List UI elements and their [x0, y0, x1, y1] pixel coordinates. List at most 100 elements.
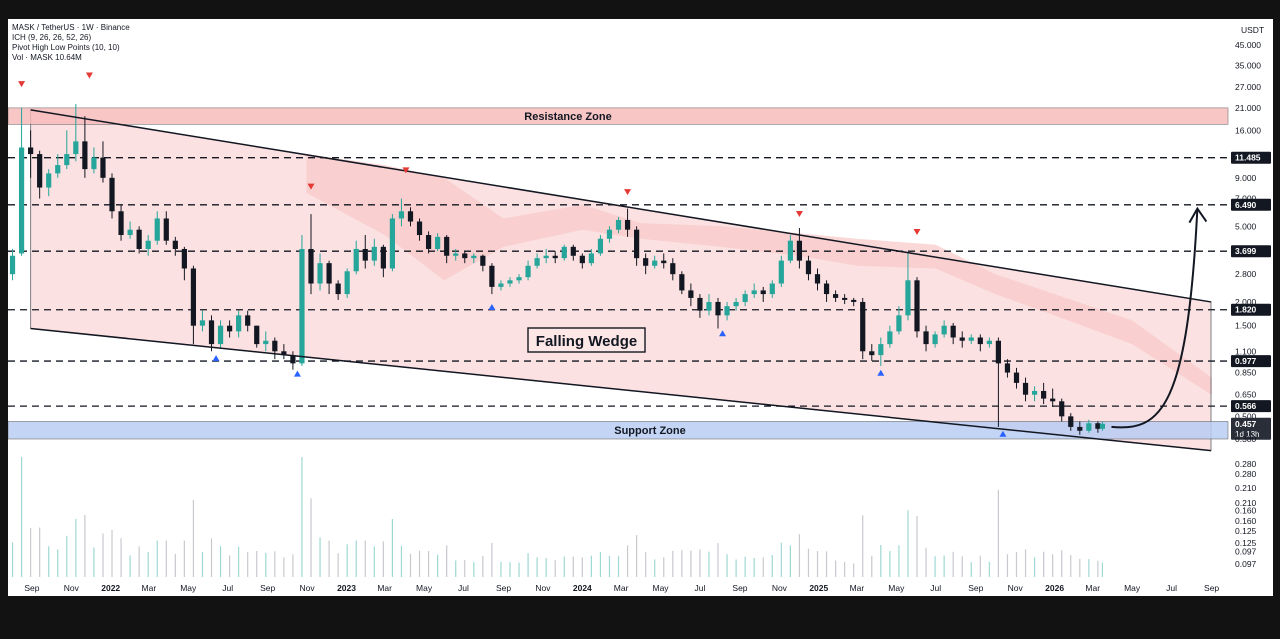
candle — [742, 290, 748, 307]
volume-bar — [1079, 558, 1081, 577]
candle — [1050, 388, 1056, 407]
candle-body — [272, 340, 278, 352]
price-chart[interactable]: Resistance Zone Support Zone Falling Wedge… — [8, 19, 1273, 596]
candle-body — [615, 219, 622, 230]
volume-bar — [84, 514, 86, 577]
candle-body — [688, 290, 694, 298]
candle — [163, 211, 169, 245]
candle — [941, 320, 947, 338]
pivot-high-marker — [307, 183, 315, 190]
pivot-low-marker — [293, 370, 301, 377]
volume-bar — [482, 555, 484, 577]
candle — [534, 253, 540, 269]
candle — [326, 260, 332, 295]
candle — [407, 207, 414, 227]
candle — [905, 253, 911, 321]
volume-bar — [1070, 554, 1072, 577]
candle — [462, 251, 468, 264]
symbol-label[interactable]: MASK / TetherUS · 1W · Binance — [12, 23, 130, 32]
candle-body — [371, 246, 377, 261]
candle — [389, 214, 396, 272]
pivot-indicator-label[interactable]: Pivot High Low Points (10, 10) — [12, 43, 120, 52]
volume-bar — [57, 549, 59, 577]
volume-bar — [961, 556, 963, 577]
price-tick-label: 0.500 — [1235, 411, 1257, 421]
candle — [715, 297, 721, 329]
candle — [887, 325, 893, 348]
candle — [860, 297, 866, 360]
candle — [208, 315, 215, 352]
pivot-high-marker — [18, 81, 26, 88]
candle — [652, 255, 658, 269]
candle-body — [100, 157, 106, 178]
candle — [435, 233, 441, 252]
price-axis: 45.000 35.000 27.000 21.000 16.000 11.485 9.00… — [1231, 25, 1271, 569]
candle-body — [805, 260, 812, 275]
candle — [362, 235, 368, 269]
volume-bar — [427, 551, 430, 577]
candle — [489, 263, 495, 295]
candle-body — [1041, 390, 1047, 399]
pivot-low-marker — [877, 369, 885, 376]
candle-body — [326, 263, 332, 284]
candle-body — [751, 290, 757, 295]
candle-body — [335, 283, 341, 295]
volume-bar — [1024, 549, 1027, 577]
wedge-upper-line — [30, 109, 1212, 303]
volume-bar — [925, 547, 927, 577]
projection-arrow — [1111, 208, 1199, 429]
price-line-tag — [1231, 151, 1271, 164]
time-axis: Sep Nov 2022 Mar May Jul Sep Nov 2023 Mar May Jul Se… — [24, 583, 1219, 593]
candle-body — [489, 265, 495, 287]
candle — [597, 235, 604, 256]
volume-bar — [409, 553, 412, 577]
candle-body — [977, 337, 983, 345]
price-tick-label: 1.500 — [1235, 321, 1257, 331]
ichimoku-indicator-label[interactable]: ICH (9, 26, 26, 52, 26) — [12, 33, 92, 42]
volume-bar — [39, 527, 41, 577]
price-line-tag — [1231, 198, 1271, 211]
volume-indicator-label[interactable]: Vol · MASK 10.64M — [12, 53, 82, 62]
volume-tick-label: 0.210 — [1235, 498, 1257, 508]
candle — [724, 301, 730, 321]
candle-body — [127, 229, 133, 236]
volume-bar — [418, 550, 421, 577]
candle-body — [624, 219, 631, 230]
candle — [507, 277, 513, 287]
candle — [136, 226, 142, 254]
candle — [190, 265, 197, 345]
volume-bar — [952, 551, 954, 577]
candle-body — [643, 258, 649, 266]
candle-body — [28, 147, 34, 155]
time-tick-label: Nov — [1008, 583, 1024, 593]
volume-bar — [1061, 550, 1063, 577]
volume-bar — [1097, 560, 1099, 577]
candle-body — [181, 248, 187, 269]
time-tick-label: Mar — [142, 583, 157, 593]
volume-bar — [780, 542, 782, 577]
candle-body — [769, 283, 775, 295]
time-tick-label: Jul — [930, 583, 941, 593]
candle — [805, 255, 812, 281]
candle — [109, 173, 115, 219]
candle-body — [109, 177, 115, 212]
candle-body — [380, 246, 386, 269]
time-tick-label: 2023 — [337, 583, 356, 593]
candle — [914, 277, 920, 338]
candle-body — [507, 280, 513, 284]
volume-bar — [111, 530, 113, 577]
candle — [1068, 413, 1074, 431]
volume-bar — [726, 554, 728, 577]
price-tick-label: 0.850 — [1235, 368, 1257, 378]
price-tick-label: 45.000 — [1235, 40, 1261, 50]
volume-bar — [156, 540, 158, 577]
candle-body — [1099, 423, 1106, 429]
candle — [588, 248, 594, 266]
volume-bar — [871, 555, 873, 577]
time-tick-label: Mar — [614, 583, 629, 593]
candle-body — [73, 141, 79, 155]
volume-bar — [292, 554, 294, 577]
candle-body — [145, 240, 151, 249]
candle — [923, 325, 929, 352]
candle-body — [217, 325, 224, 345]
